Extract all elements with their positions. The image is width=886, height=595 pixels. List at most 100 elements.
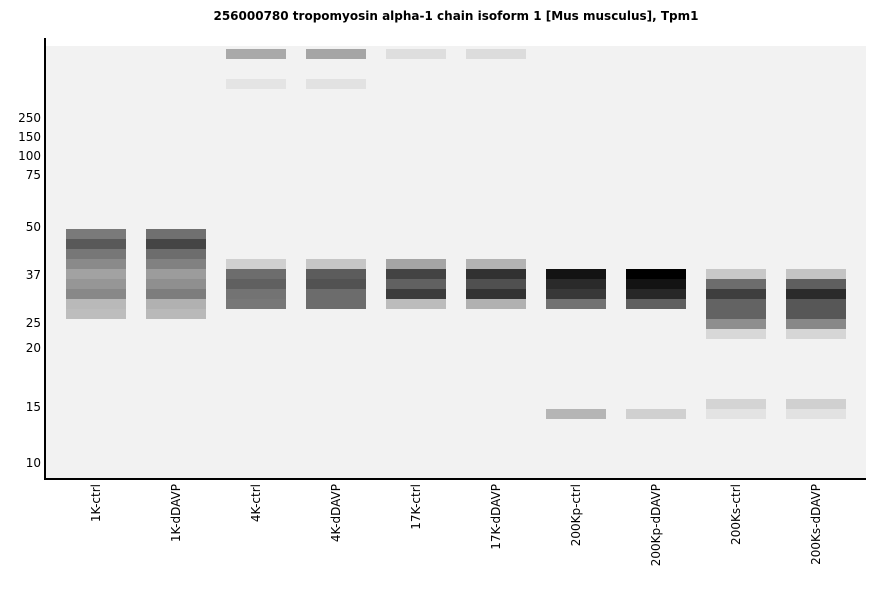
gel-band [66, 268, 126, 279]
x-axis-line [44, 478, 866, 480]
gel-band [306, 258, 366, 269]
gel-band [226, 78, 286, 89]
gel-band [386, 268, 446, 279]
gel-band [466, 268, 526, 279]
gel-band [546, 278, 606, 289]
gel-lane-4K-ctrl [226, 0, 286, 595]
gel-band [146, 298, 206, 309]
lane-label-200Ks-dDAVP: 200Ks-dDAVP [809, 484, 823, 565]
gel-band [66, 288, 126, 299]
gel-band [146, 308, 206, 319]
y-axis-line [44, 38, 46, 480]
gel-band [706, 398, 766, 409]
lane-label-200Kp-ctrl: 200Kp-ctrl [569, 484, 583, 547]
gel-band [306, 268, 366, 279]
lane-label-17K-ctrl: 17K-ctrl [409, 484, 423, 530]
gel-band [786, 278, 846, 289]
y-tick-label-250: 250 [18, 111, 41, 125]
gel-band [626, 268, 686, 279]
gel-band [226, 48, 286, 59]
gel-band [386, 298, 446, 309]
gel-band [786, 328, 846, 339]
y-tick-label-20: 20 [25, 341, 41, 355]
gel-band [786, 408, 846, 419]
gel-band [626, 288, 686, 299]
gel-band [706, 408, 766, 419]
gel-band [706, 268, 766, 279]
gel-band [306, 78, 366, 89]
gel-band [66, 258, 126, 269]
gel-band [786, 398, 846, 409]
gel-band [146, 288, 206, 299]
gel-band [386, 258, 446, 269]
gel-band [66, 228, 126, 239]
gel-band [226, 258, 286, 269]
gel-band [306, 288, 366, 299]
gel-band [466, 258, 526, 269]
y-tick-label-75: 75 [25, 168, 41, 182]
gel-band [146, 248, 206, 259]
gel-band [786, 298, 846, 309]
lane-label-1K-ctrl: 1K-ctrl [89, 484, 103, 523]
gel-band [306, 298, 366, 309]
gel-band [706, 328, 766, 339]
gel-band [226, 288, 286, 299]
gel-lane-1K-ctrl [66, 0, 126, 595]
y-tick-label-150: 150 [18, 130, 41, 144]
y-tick-label-100: 100 [18, 149, 41, 163]
gel-band [66, 238, 126, 249]
gel-band [466, 48, 526, 59]
gel-band [626, 408, 686, 419]
gel-band [706, 278, 766, 289]
y-tick-label-37: 37 [25, 268, 41, 282]
gel-band [706, 308, 766, 319]
gel-band [386, 278, 446, 289]
gel-band [226, 268, 286, 279]
gel-band [546, 408, 606, 419]
gel-band [386, 288, 446, 299]
y-tick-label-10: 10 [25, 456, 41, 470]
y-tick-label-15: 15 [25, 400, 41, 414]
gel-band [226, 298, 286, 309]
gel-band [66, 298, 126, 309]
gel-band [146, 268, 206, 279]
gel-band [786, 288, 846, 299]
gel-band [786, 308, 846, 319]
gel-lane-200Kp-ctrl [546, 0, 606, 595]
gel-band [626, 278, 686, 289]
y-tick-label-25: 25 [25, 316, 41, 330]
y-tick-label-50: 50 [25, 220, 41, 234]
gel-lane-1K-dDAVP [146, 0, 206, 595]
gel-band [466, 298, 526, 309]
gel-band [706, 318, 766, 329]
lane-label-4K-dDAVP: 4K-dDAVP [329, 484, 343, 543]
gel-band [306, 278, 366, 289]
gel-lane-200Ks-dDAVP [786, 0, 846, 595]
gel-band [546, 288, 606, 299]
gel-lane-200Ks-ctrl [706, 0, 766, 595]
gel-band [786, 268, 846, 279]
lane-label-4K-ctrl: 4K-ctrl [249, 484, 263, 523]
gel-band [626, 298, 686, 309]
gel-band [466, 278, 526, 289]
gel-band [146, 278, 206, 289]
lane-label-200Ks-ctrl: 200Ks-ctrl [729, 484, 743, 545]
lane-label-200Kp-dDAVP: 200Kp-dDAVP [649, 484, 663, 567]
gel-band [226, 278, 286, 289]
lane-label-1K-dDAVP: 1K-dDAVP [169, 484, 183, 543]
lane-label-17K-dDAVP: 17K-dDAVP [489, 484, 503, 550]
gel-band [786, 318, 846, 329]
gel-lane-200Kp-dDAVP [626, 0, 686, 595]
gel-lane-4K-dDAVP [306, 0, 366, 595]
gel-band [66, 248, 126, 259]
gel-band [66, 278, 126, 289]
gel-band [146, 258, 206, 269]
gel-lane-17K-ctrl [386, 0, 446, 595]
gel-band [306, 48, 366, 59]
gel-lane-17K-dDAVP [466, 0, 526, 595]
gel-band [706, 288, 766, 299]
